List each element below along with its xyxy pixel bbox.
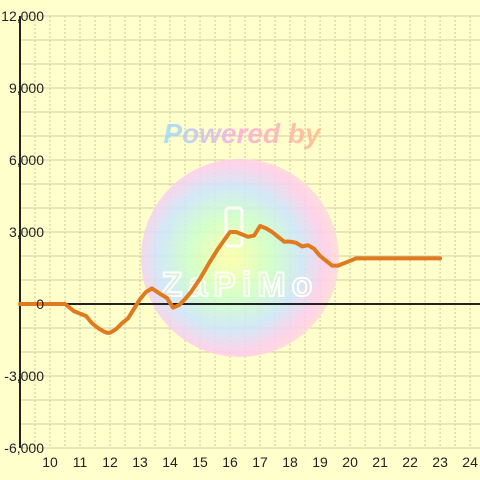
x-tick-label: 21 [372, 454, 388, 470]
y-tick-label: 9,000 [9, 80, 44, 96]
watermark-text: Powered by [163, 118, 322, 149]
x-tick-label: 20 [342, 454, 358, 470]
watermark-logo-icon [224, 206, 244, 248]
x-tick-label: 17 [252, 454, 268, 470]
series-line [18, 224, 443, 335]
x-tick-label: 19 [312, 454, 328, 470]
y-tick-label: 12,000 [1, 8, 44, 24]
y-tick-label: 3,000 [9, 224, 44, 240]
x-tick-label: 18 [282, 454, 298, 470]
x-tick-label: 15 [192, 454, 208, 470]
y-tick-label: 0 [36, 296, 44, 312]
x-tick-label: 10 [42, 454, 58, 470]
x-tick-label: 22 [402, 454, 418, 470]
x-tick-label: 16 [222, 454, 238, 470]
x-tick-label: 11 [73, 454, 88, 470]
y-tick-label: 6,000 [9, 152, 44, 168]
y-tick-label: -3,000 [4, 368, 44, 384]
x-tick-label: 13 [132, 454, 148, 470]
tick-labels: -6,000 -3,000 0 3,000 6,000 9,000 12,000 10 11 12… [1, 8, 478, 470]
x-tick-label: 14 [162, 454, 178, 470]
x-tick-label: 24 [462, 454, 478, 470]
watermark-badge [141, 159, 339, 357]
series [18, 224, 443, 335]
watermark: Powered by ZaPiMo [141, 118, 339, 357]
y-tick-label: -6,000 [4, 440, 44, 456]
axes [19, 16, 480, 448]
x-tick-label: 12 [102, 454, 118, 470]
x-tick-label: 23 [432, 454, 448, 470]
